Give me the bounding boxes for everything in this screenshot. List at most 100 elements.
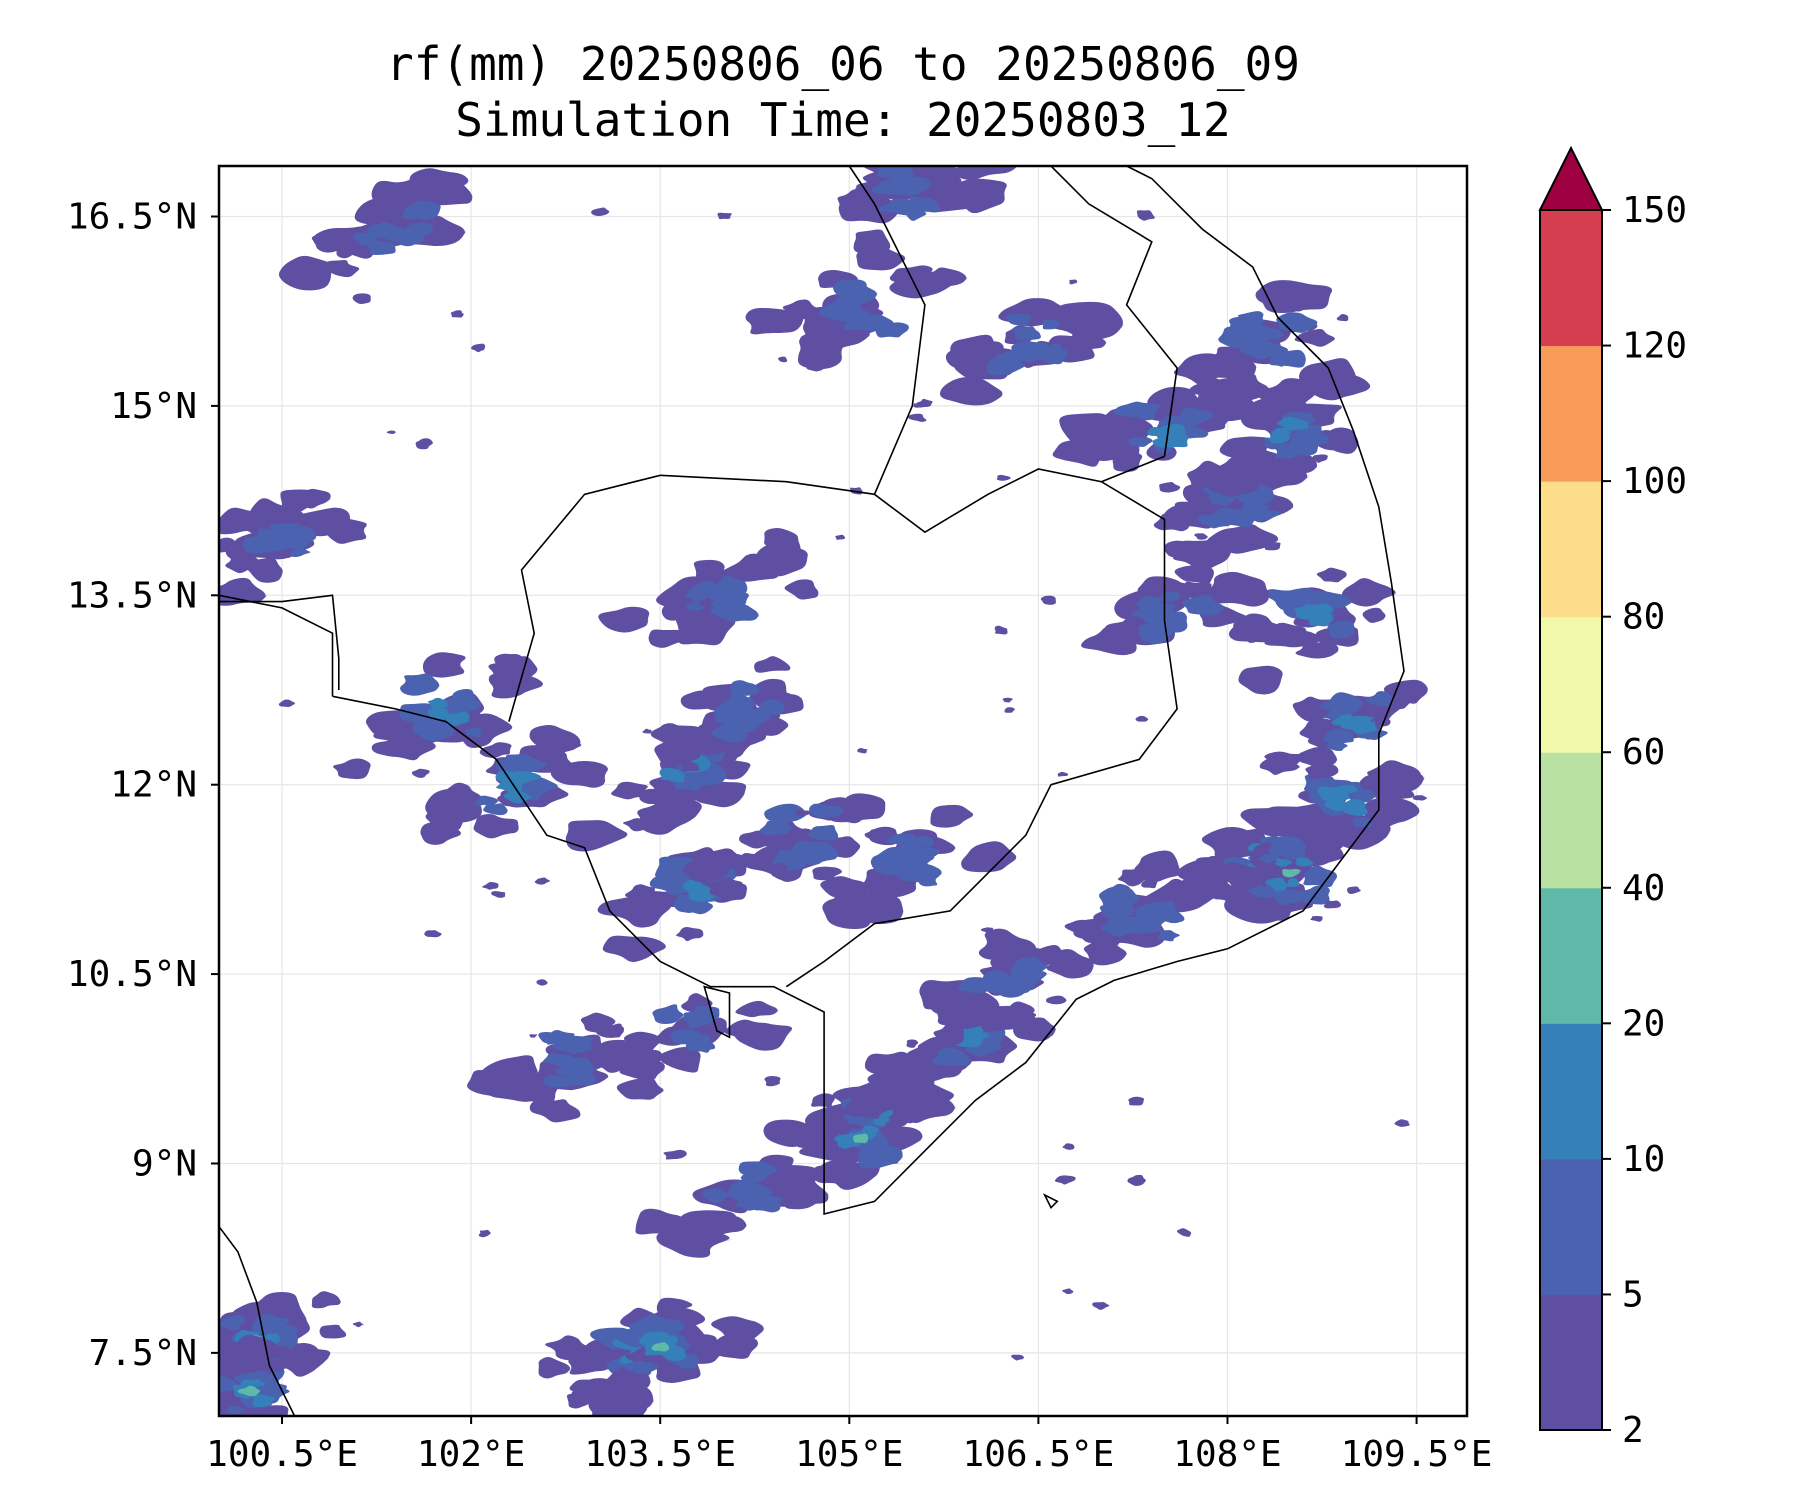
rain-cell (1208, 471, 1257, 497)
rain-cell-5mm (1239, 338, 1291, 360)
rain-speck (534, 877, 552, 885)
rain-cell (278, 255, 333, 291)
rain-speck (591, 207, 610, 217)
rain-cell-5mm (759, 820, 793, 836)
rain-cell (754, 656, 791, 673)
rain-speck (764, 1075, 781, 1087)
rain-speck (1068, 442, 1077, 446)
rain-speck (450, 310, 465, 318)
colorbar-tick-label: 100 (1622, 461, 1687, 502)
rain-speck (888, 888, 900, 896)
rain-cell-5mm (796, 841, 839, 863)
rain-cell (1295, 641, 1340, 659)
rain-cell-5mm (1013, 326, 1041, 340)
rain-cell (319, 518, 367, 544)
rain-cell-5mm (543, 1053, 575, 1067)
rain-cell (319, 1324, 347, 1339)
border-laos-thailand (848, 166, 926, 495)
rain-speck (471, 343, 486, 353)
rain-cell (735, 1000, 779, 1018)
rain-cell (602, 1366, 651, 1396)
rain-cell (853, 229, 891, 255)
rain-cell-5mm (659, 1319, 686, 1333)
rain-cell-10mm (1283, 418, 1309, 431)
rain-cell (1294, 328, 1338, 347)
latitude-axis: 16.5°N 15°N 13.5°N 12°N 10.5°N 9°N 7.5°N (67, 197, 219, 1374)
rain-cell (602, 935, 669, 962)
rain-cell (1238, 665, 1283, 695)
rain-speck (676, 1020, 690, 1028)
rain-speck (1135, 715, 1149, 722)
rain-speck (1069, 279, 1078, 285)
rain-cell (680, 690, 723, 710)
border-laos-vietnam (1050, 166, 1178, 457)
rain-cell (323, 260, 362, 278)
rain-cell-10mm (873, 1117, 888, 1127)
rain-cell (247, 1344, 291, 1361)
rain-speck (1323, 900, 1342, 909)
rain-cell-20mm (852, 1133, 869, 1144)
rain-cell (170, 1374, 210, 1394)
map-frame (217, 164, 1469, 1418)
rain-cell (1083, 939, 1128, 966)
rain-cell (1262, 811, 1313, 832)
lat-tick-label: 10.5°N (67, 954, 197, 995)
colorbar-segment (1540, 752, 1602, 889)
rain-cell-5mm (1258, 853, 1282, 864)
rain-cell (333, 758, 371, 780)
rain-cell (473, 814, 520, 839)
title-line-2: Simulation Time: 20250803_12 (455, 93, 1230, 147)
rain-cell (695, 1211, 747, 1236)
rain-cell-10mm (1324, 796, 1346, 812)
rain-cell-5mm (289, 547, 312, 558)
rain-cell (811, 1093, 835, 1108)
rain-cell-20mm (237, 1385, 261, 1397)
rain-cell-10mm (427, 697, 448, 709)
rain-speck (717, 212, 732, 220)
rain-cell-5mm (739, 721, 758, 733)
rain-cell-5mm (1303, 865, 1338, 888)
rain-cell-5mm (727, 1179, 775, 1203)
rain-cell-10mm (684, 879, 705, 888)
rain-cell-5mm (538, 1032, 560, 1044)
rain-speck (794, 809, 811, 817)
rain-cell (479, 1055, 539, 1087)
rain-cell-5mm (1100, 912, 1151, 937)
rain-cell (1283, 630, 1323, 648)
rain-cell (930, 804, 976, 828)
rain-speck (1002, 697, 1013, 703)
rain-cell (545, 1335, 593, 1361)
rain-cell-5mm (918, 875, 938, 887)
rain-cell-5mm (400, 673, 441, 696)
rain-cell-5mm (1323, 728, 1355, 746)
rain-cell (989, 1005, 1040, 1024)
rain-cell-5mm (1328, 699, 1352, 712)
lon-tick-label: 106.5°E (963, 1434, 1115, 1475)
rain-cell-5mm (1254, 509, 1283, 521)
rain-cell (311, 229, 353, 253)
rain-cell-5mm (669, 1029, 703, 1045)
rain-cell (1161, 505, 1196, 527)
rain-cell-5mm (1157, 591, 1181, 602)
lat-tick-label: 12°N (110, 765, 197, 806)
rain-speck (907, 413, 927, 422)
rain-cell (812, 866, 844, 881)
rain-cell-5mm (702, 1188, 731, 1204)
rain-cell (956, 166, 1018, 181)
rain-cell-5mm (904, 207, 928, 221)
rain-speck (491, 891, 506, 898)
rain-cell (1172, 539, 1234, 573)
coastline-phu-quoc (703, 985, 731, 1039)
rain-cell (745, 307, 805, 335)
rain-cell-5mm (1365, 691, 1394, 707)
rain-cell-5mm (543, 1075, 571, 1088)
rain-cell (1134, 850, 1181, 883)
rain-cell (711, 1316, 766, 1341)
rain-cell (845, 795, 877, 809)
rain-cell (843, 1098, 890, 1119)
rain-speck (478, 1229, 492, 1238)
rain-cell-10mm (667, 774, 685, 783)
rain-cell (550, 760, 608, 788)
rain-cell (654, 735, 708, 766)
